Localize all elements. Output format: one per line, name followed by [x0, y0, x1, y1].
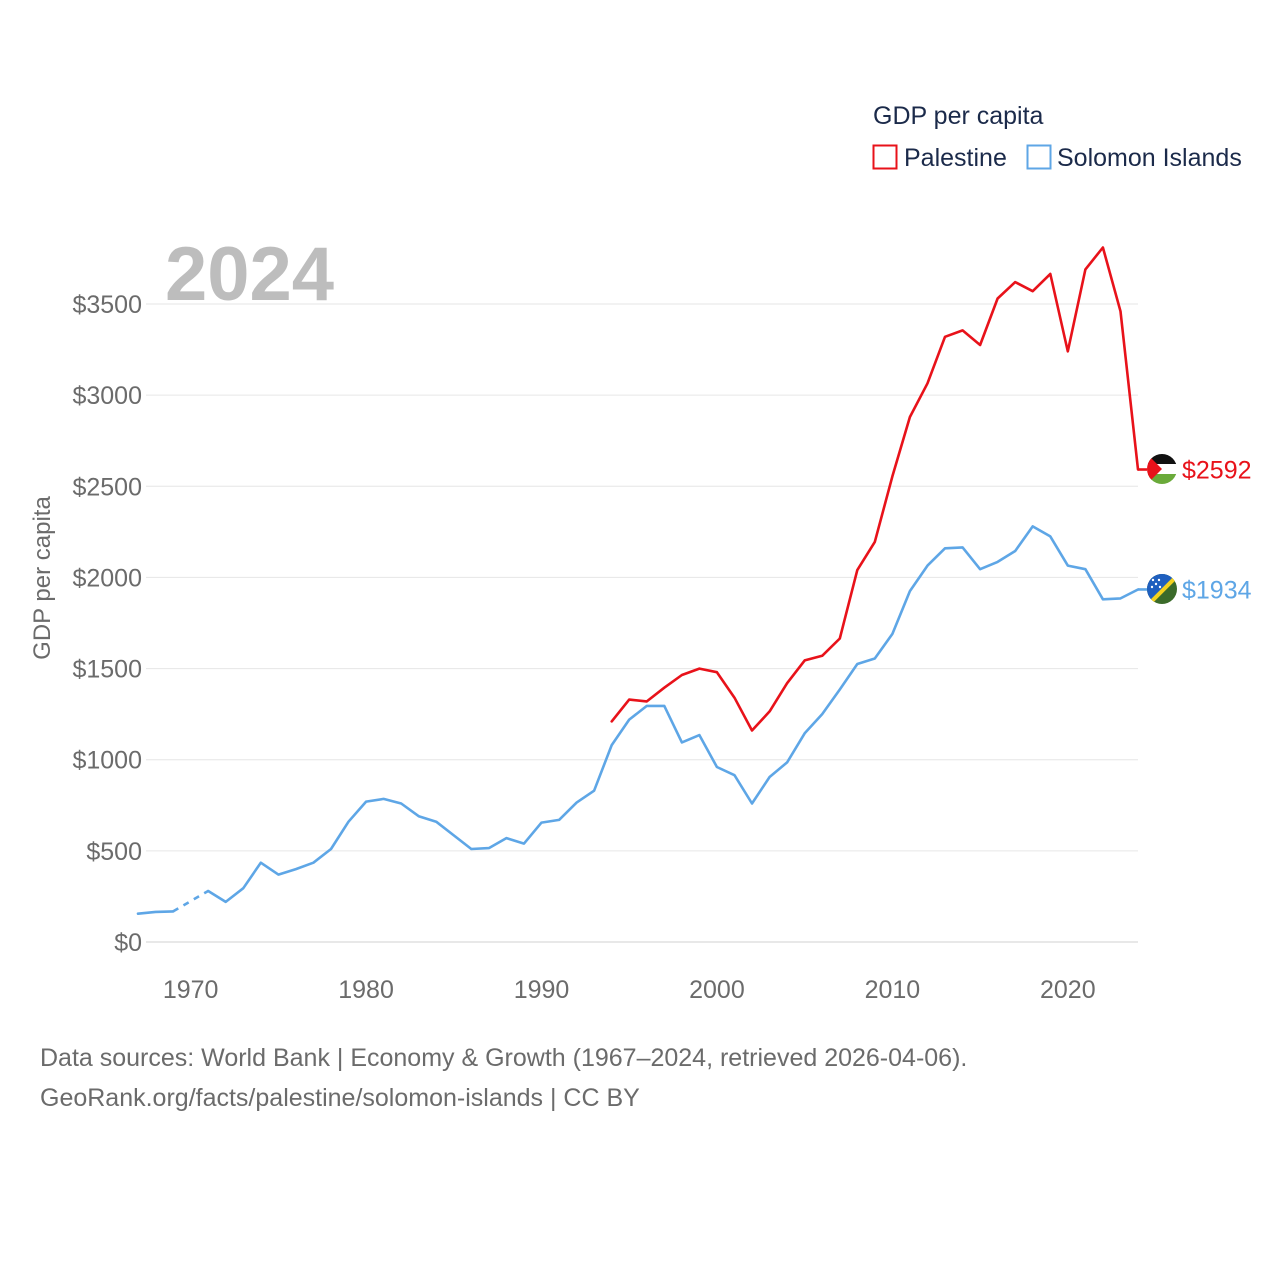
x-tick-label: 1990 [514, 976, 570, 1004]
y-tick-label: $2000 [72, 564, 142, 592]
palestine-flag-icon [1147, 454, 1177, 484]
series-line-palestine [610, 246, 1140, 732]
series-layer: $2592 $1934 [136, 246, 1252, 915]
legend-label-solomon-islands: Solomon Islands [1057, 144, 1242, 172]
legend-title: GDP per capita [873, 102, 1044, 130]
y-tick-label: $3500 [72, 291, 142, 319]
y-tick-label: $500 [86, 838, 142, 866]
x-tick-label: 2000 [689, 976, 745, 1004]
series-gap-solomon-islands [172, 889, 209, 913]
y-tick-label: $1500 [72, 656, 142, 684]
end-value-label-palestine: $2592 [1182, 457, 1252, 485]
grid-layer [146, 303, 1138, 943]
chart: $0 $500 $1000 $1500 $2000 $2500 $3000 $3500 1970… [29, 102, 1252, 1004]
solomon-islands-flag-icon [1147, 574, 1177, 604]
legend-swatch-palestine [872, 144, 898, 170]
year-label: 2024 [165, 232, 334, 317]
footer-source-line: Data sources: World Bank | Economy & Gro… [40, 1044, 968, 1072]
series-line-solomon-islands [206, 525, 1140, 904]
x-tick-label: 1980 [338, 976, 394, 1004]
legend-swatch-solomon-islands [1026, 144, 1052, 170]
end-value-label-solomon-islands: $1934 [1182, 576, 1252, 604]
y-tick-label: $1000 [72, 747, 142, 775]
series-line-solomon-islands [136, 910, 175, 915]
y-tick-label: $3000 [72, 382, 142, 410]
x-tick-label: 2020 [1040, 976, 1096, 1004]
y-tick-label: $0 [114, 929, 142, 957]
legend-label-palestine: Palestine [904, 144, 1007, 172]
x-tick-label: 2010 [865, 976, 921, 1004]
flags-layer [1147, 454, 1177, 604]
y-tick-label: $2500 [72, 473, 142, 501]
footer-url-line: GeoRank.org/facts/palestine/solomon-isla… [40, 1084, 640, 1112]
axis-layer: $0 $500 $1000 $1500 $2000 $2500 $3000 $3500 1970… [72, 291, 1095, 1004]
x-tick-label: 1970 [163, 976, 219, 1004]
y-axis-title: GDP per capita [29, 496, 56, 660]
legend: GDP per capita Palestine Solomon Islands [872, 102, 1242, 172]
